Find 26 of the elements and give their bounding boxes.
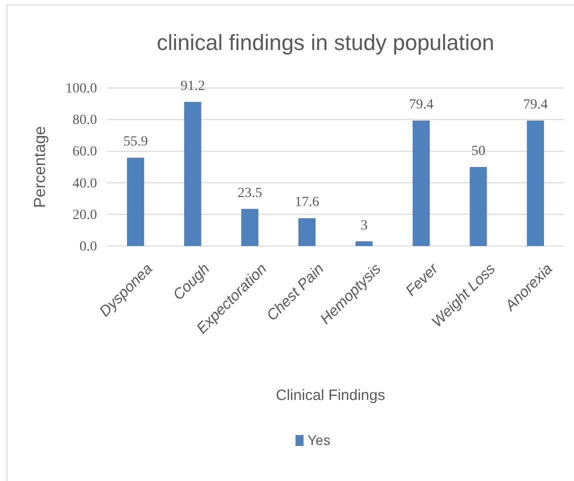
bar	[184, 102, 202, 246]
data-label: 91.2	[180, 78, 205, 94]
bar	[241, 208, 258, 246]
y-tick-label: 60.0	[72, 144, 97, 160]
y-tick-label: 100.0	[66, 81, 97, 96]
data-label: 79.4	[408, 98, 434, 113]
data-label: 55.9	[123, 134, 148, 150]
data-label: 17.6	[294, 195, 320, 210]
chart-title: clinical findings in study population	[156, 30, 494, 55]
bar	[470, 167, 487, 246]
y-tick-label: 80.0	[72, 113, 97, 128]
y-tick-label: 40.0	[72, 176, 97, 192]
data-label: 79.4	[523, 98, 548, 113]
bar	[298, 218, 316, 246]
legend-label: Yes	[308, 432, 330, 448]
data-label: 50	[471, 144, 486, 159]
y-tick-label: 0.0	[80, 239, 97, 254]
bar	[126, 158, 144, 246]
data-label: 3	[360, 218, 368, 234]
x-axis-title: Clinical Findings	[276, 387, 386, 404]
bar	[412, 120, 430, 246]
bar	[355, 241, 373, 246]
y-axis-title: Percentage	[32, 126, 49, 208]
data-label: 23.5	[238, 186, 262, 201]
bar	[526, 120, 544, 246]
y-tick-label: 20.0	[72, 208, 97, 223]
